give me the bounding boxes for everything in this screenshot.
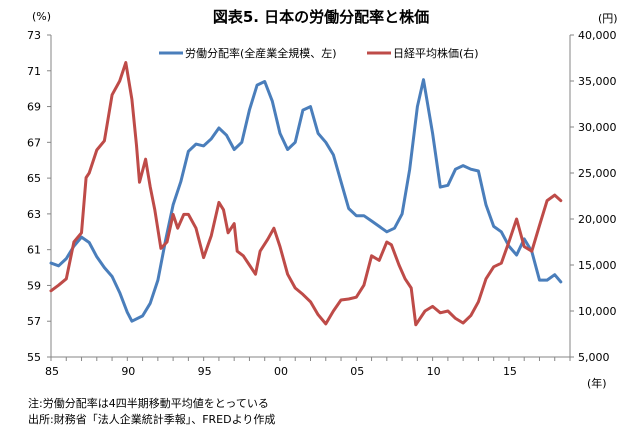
x-axis-tick-label: 85 xyxy=(45,365,59,378)
x-axis-tick-label: 10 xyxy=(427,365,441,378)
left-axis-tick-label: 63 xyxy=(27,208,41,221)
right-axis-tick-label: 20,000 xyxy=(578,213,617,226)
right-axis-tick-label: 35,000 xyxy=(578,75,617,88)
left-axis-tick-label: 67 xyxy=(27,136,41,149)
left-axis-tick-label: 57 xyxy=(27,315,41,328)
x-axis-unit: (年) xyxy=(587,377,607,390)
x-axis-tick-label: 00 xyxy=(274,365,288,378)
left-axis-tick-label: 55 xyxy=(27,351,41,364)
right-axis-unit: (円) xyxy=(598,12,618,25)
right-axis-tick-label: 25,000 xyxy=(578,167,617,180)
right-axis-tick-label: 15,000 xyxy=(578,259,617,272)
x-axis-tick-label: 05 xyxy=(350,365,364,378)
legend-label: 日経平均株価(右) xyxy=(393,46,479,60)
left-axis-tick-label: 61 xyxy=(27,244,41,257)
left-axis-tick-label: 71 xyxy=(27,65,41,78)
left-axis-tick-label: 65 xyxy=(27,172,41,185)
legend-label: 労働分配率(全産業全規模、左) xyxy=(185,46,337,60)
left-axis-unit: (%) xyxy=(32,10,52,23)
x-axis-tick-label: 15 xyxy=(503,365,517,378)
nikkei-line xyxy=(49,61,563,327)
right-axis-tick-label: 40,000 xyxy=(578,29,617,42)
source-text: 出所:財務省「法人企業統計季報」、FREDより作成 xyxy=(28,413,276,426)
right-axis-tick-label: 30,000 xyxy=(578,121,617,134)
left-axis-tick-label: 59 xyxy=(27,279,41,292)
left-axis-tick-label: 73 xyxy=(27,29,41,42)
x-axis-tick-label: 90 xyxy=(121,365,135,378)
chart-title: 図表5. 日本の労働分配率と株価 xyxy=(212,8,430,26)
note-text: 注:労働分配率は4四半期移動平均値をとっている xyxy=(28,397,269,410)
left-axis-tick-label: 69 xyxy=(27,101,41,114)
x-axis-tick-label: 95 xyxy=(198,365,212,378)
right-axis-tick-label: 5,000 xyxy=(578,351,610,364)
right-axis-tick-label: 10,000 xyxy=(578,305,617,318)
labor-share-line xyxy=(49,78,563,323)
